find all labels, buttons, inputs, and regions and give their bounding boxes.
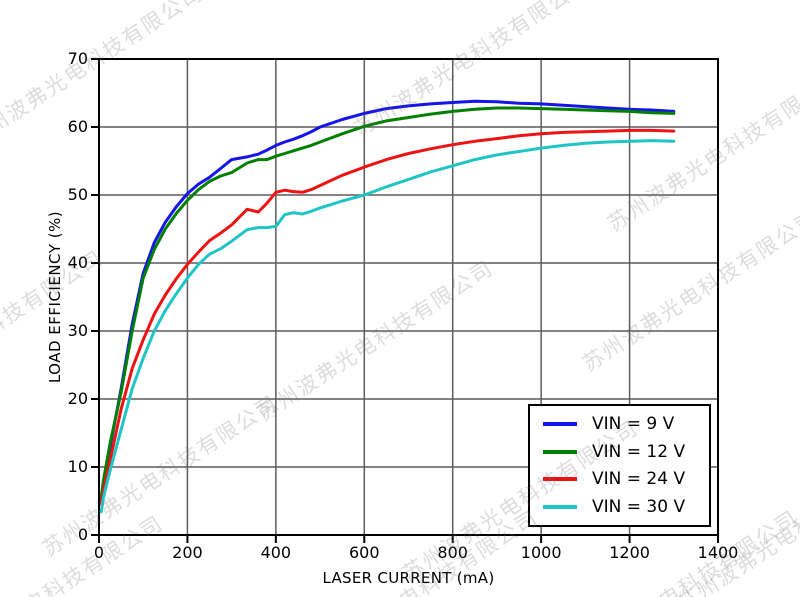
series-line-vin-30-v [99, 139, 676, 514]
x-tick-label: 600 [349, 543, 380, 562]
series-line-vin-24-v [99, 128, 676, 506]
legend-item: VIN = 30 V [530, 497, 709, 517]
legend-label: VIN = 12 V [592, 441, 686, 462]
x-tick-label: 200 [172, 543, 203, 562]
x-tick-label: 400 [260, 543, 292, 562]
legend-swatch [543, 421, 577, 426]
x-tick-label: 1200 [609, 543, 650, 562]
legend-label: VIN = 24 V [592, 469, 686, 490]
y-axis-title: LOAD EFFICIENCY (%) [46, 210, 64, 384]
legend-item: VIN = 9 V [530, 414, 709, 434]
legend-item: VIN = 12 V [530, 442, 709, 462]
y-tick-label: 0 [77, 525, 88, 544]
x-tick-label: 1400 [697, 543, 739, 562]
legend-swatch [543, 449, 577, 454]
x-tick-label: 0 [93, 543, 105, 562]
legend-item: VIN = 24 V [530, 469, 709, 489]
y-tick-label: 60 [67, 117, 88, 136]
legend-swatch [543, 505, 577, 510]
x-tick-label: 800 [437, 543, 468, 562]
y-tick-label: 10 [67, 457, 88, 476]
y-tick-label: 30 [67, 321, 88, 340]
series-line-vin-12-v [99, 106, 676, 500]
y-tick-label: 20 [67, 389, 88, 408]
x-tick-label: 1000 [520, 543, 562, 562]
y-tick-label: 40 [67, 253, 88, 272]
y-tick-label: 70 [67, 49, 88, 68]
x-axis-title: LASER CURRENT (mA) [322, 569, 495, 587]
plot-border [98, 58, 719, 536]
series-line-vin-9-v [99, 99, 676, 504]
legend-swatch [543, 477, 577, 482]
legend-label: VIN = 9 V [592, 413, 675, 434]
legend-label: VIN = 30 V [592, 497, 686, 518]
legend: VIN = 9 V VIN = 12 V VIN = 24 V VIN = 30 V [528, 404, 711, 527]
y-tick-label: 50 [67, 185, 88, 204]
